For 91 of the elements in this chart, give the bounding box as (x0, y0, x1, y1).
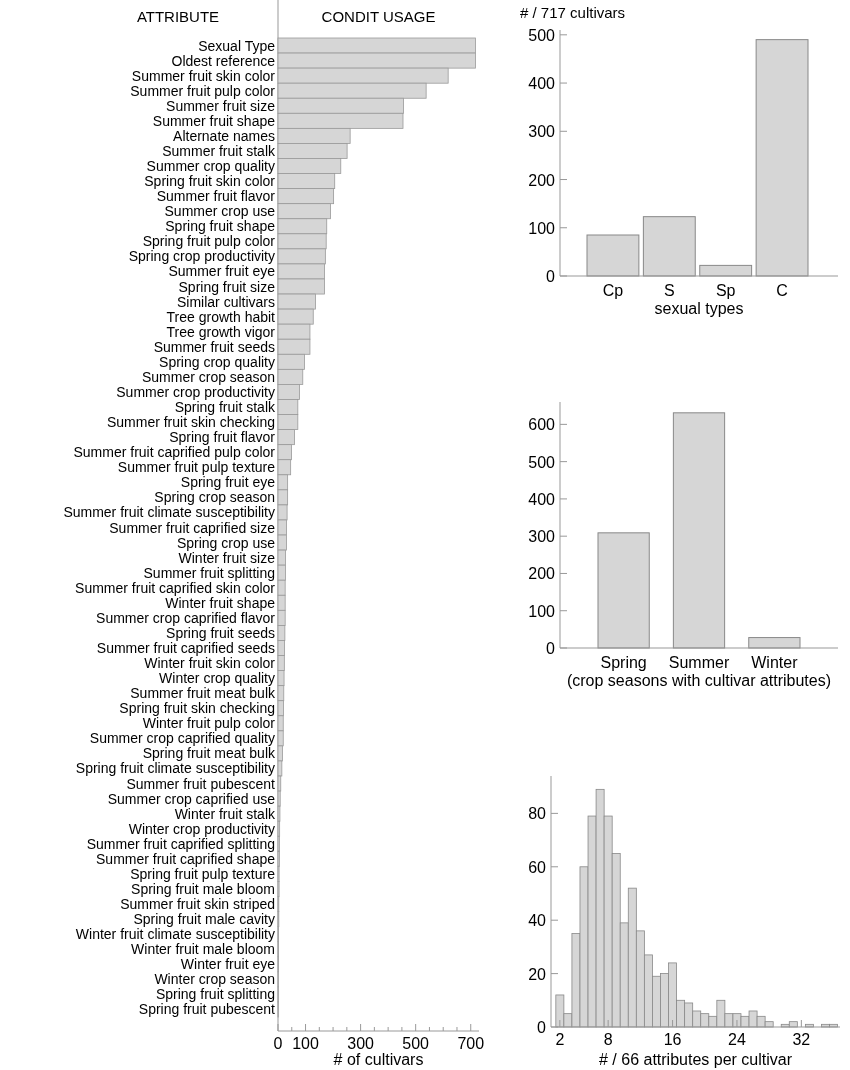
y-tick-label: Summer fruit skin color (131, 67, 276, 84)
y-tick-label: 80 (528, 805, 547, 823)
y-tick-label: Spring fruit stalk (174, 399, 276, 416)
y-tick-label: Spring fruit flavor (169, 429, 276, 446)
y-tick-label: Spring crop use (176, 534, 276, 551)
y-tick-label: 20 (528, 965, 547, 983)
y-tick-label: Summer fruit stalk (162, 142, 276, 159)
y-tick-label: Summer fruit splitting (143, 564, 275, 581)
y-tick-label: Summer fruit pulp color (130, 82, 276, 99)
y-tick-label: Summer fruit caprified size (109, 519, 276, 536)
y-tick-label: Summer crop use (164, 203, 276, 220)
y-tick-label: 300 (528, 528, 556, 546)
y-tick-label: Spring fruit skin color (144, 173, 276, 190)
y-tick-label: Winter fruit eye (180, 956, 276, 973)
y-tick-label: Sexual Type (198, 37, 276, 54)
y-tick-label: Spring fruit climate susceptibility (75, 760, 275, 777)
y-tick-label: Spring fruit meat bulk (142, 745, 276, 762)
x-tick-label: Summer (668, 654, 730, 671)
y-tick-label: Winter crop quality (159, 670, 275, 687)
y-tick-label: 300 (528, 123, 556, 141)
y-tick-label: Winter crop productivity (128, 820, 275, 837)
bar (586, 234, 640, 277)
y-tick-label: Winter crop season (154, 971, 275, 988)
y-tick-label: Summer fruit pulp texture (117, 459, 276, 476)
x-axis-title: (crop seasons with cultivar attributes) (566, 672, 832, 689)
y-tick-label: Summer fruit meat bulk (130, 685, 276, 702)
y-tick-label: 40 (528, 912, 547, 930)
x-tick-label: 8 (603, 1031, 613, 1048)
y-tick-label: 400 (528, 490, 556, 508)
y-tick-label: Summer crop caprified quality (89, 730, 275, 747)
y-tick-label: Spring fruit pubescent (138, 1001, 276, 1018)
y-tick-label: Spring fruit shape (165, 218, 276, 235)
chart-title: CONDIT USAGE (321, 8, 436, 25)
y-tick-label: 100 (528, 219, 556, 237)
y-tick-label: 600 (528, 416, 556, 434)
y-tick-label: Spring crop season (154, 489, 275, 506)
y-tick-label: Summer fruit skin striped (120, 896, 275, 913)
y-tick-label: Spring fruit pulp color (142, 233, 276, 250)
x-tick-label: 2 (555, 1031, 565, 1048)
y-tick-label: Spring crop quality (159, 353, 275, 370)
x-tick-label: 16 (663, 1031, 682, 1048)
y-tick-label: Summer fruit shape (152, 112, 276, 129)
y-tick-label: Spring fruit size (178, 278, 276, 295)
y-tick-label: Tree growth habit (166, 308, 276, 325)
x-tick-label: Winter (751, 654, 799, 671)
x-axis-title: # / 66 attributes per cultivar (599, 1051, 793, 1068)
y-tick-label: Spring fruit eye (180, 474, 276, 491)
y-tick-label: Summer fruit climate susceptibility (63, 504, 275, 521)
x-axis-title: sexual types (654, 300, 744, 317)
x-tick-label: Spring (600, 654, 647, 671)
y-tick-label: Summer fruit skin checking (106, 414, 275, 431)
y-tick-label: 0 (537, 1019, 547, 1036)
x-axis-title: # of cultivars (333, 1051, 424, 1068)
y-tick-label: Spring crop productivity (128, 248, 275, 265)
x-tick-label: 700 (457, 1035, 485, 1052)
bar (642, 216, 696, 277)
y-tick-label: Spring fruit skin checking (119, 700, 275, 717)
y-tick-label: Summer fruit eye (168, 263, 276, 280)
bar (672, 412, 726, 649)
y-tick-label: 0 (546, 268, 556, 285)
x-tick-label: 32 (792, 1031, 811, 1048)
y-tick-label: Summer fruit flavor (156, 188, 276, 205)
x-tick-label: 24 (728, 1031, 746, 1048)
y-tick-label: 500 (528, 453, 556, 471)
x-tick-label: 500 (402, 1035, 430, 1052)
x-tick-label: Cp (602, 282, 624, 299)
x-tick-label: 300 (347, 1035, 375, 1052)
x-tick-label: 100 (292, 1035, 319, 1052)
y-tick-label: Spring fruit male cavity (133, 911, 275, 928)
y-tick-label: Spring fruit splitting (155, 986, 275, 1003)
x-tick-label: Sp (715, 282, 736, 299)
y-tick-label: Summer crop quality (146, 158, 275, 175)
y-tick-label: Winter fruit skin color (144, 655, 276, 672)
bar (597, 532, 650, 649)
y-tick-label: Winter fruit pulp color (142, 715, 276, 732)
y-tick-label: 500 (528, 26, 556, 44)
y-tick-label: 200 (528, 171, 556, 189)
x-tick-label: C (776, 282, 788, 299)
y-tick-label: 400 (528, 75, 556, 93)
y-tick-label: 60 (528, 858, 547, 876)
y-axis-title: ATTRIBUTE (136, 8, 220, 25)
y-tick-label: Winter fruit climate susceptibility (75, 926, 275, 943)
y-tick-label: 0 (546, 640, 556, 657)
x-tick-label: S (663, 282, 675, 299)
y-tick-label: Summer fruit caprified pulp color (73, 444, 276, 461)
y-tick-label: Summer fruit pubescent (126, 775, 276, 792)
y-tick-label: 200 (528, 565, 556, 583)
y-tick-label: 100 (528, 602, 556, 620)
bar (755, 39, 809, 277)
y-tick-label: Winter fruit male bloom (131, 941, 275, 958)
y-axis-title: # / 717 cultivars (520, 4, 626, 21)
